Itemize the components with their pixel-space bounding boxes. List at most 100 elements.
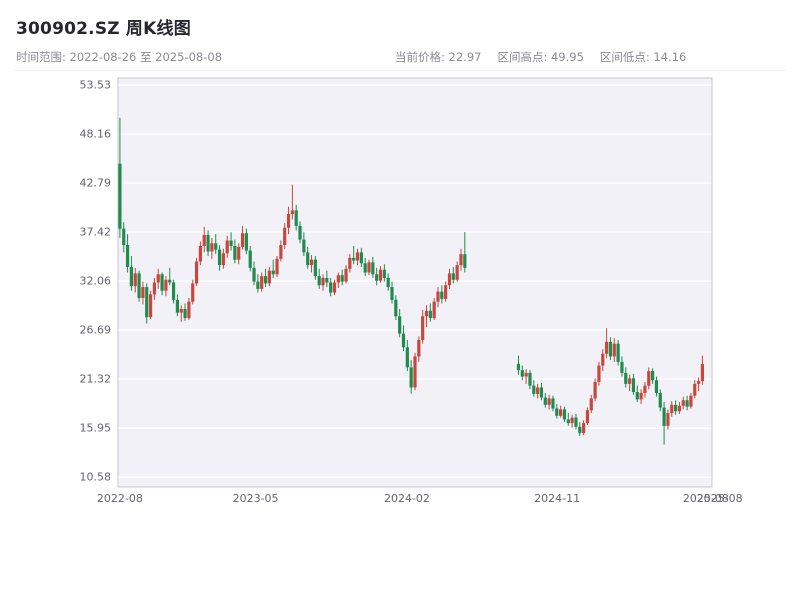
candle-body — [332, 282, 337, 293]
candle-body — [612, 343, 616, 357]
candle-body — [566, 419, 570, 424]
candle-body — [539, 387, 544, 398]
candle-body — [240, 233, 245, 247]
candle-body — [570, 417, 574, 424]
candle-body — [444, 285, 448, 299]
candle-body — [122, 228, 126, 246]
candle-body — [145, 287, 149, 318]
candle-body — [248, 250, 252, 268]
candle-body — [593, 382, 597, 399]
candle-body — [689, 395, 693, 407]
candle-body — [658, 392, 662, 408]
candle-body — [283, 227, 287, 246]
candle-body — [183, 308, 187, 319]
candle-body — [340, 275, 344, 282]
candle-body — [455, 265, 459, 280]
time-range-label: 时间范围: 2022-08-26 至 2025-08-08 — [16, 50, 223, 64]
candle-body — [194, 261, 199, 284]
plot-area — [118, 78, 712, 487]
candle-body — [290, 210, 294, 215]
candle-body — [681, 400, 685, 406]
candle-body — [148, 294, 153, 318]
candle-body — [152, 282, 157, 295]
candle-body — [432, 301, 436, 319]
candle-body — [693, 383, 697, 396]
candle-body — [589, 398, 593, 411]
candle-body — [294, 210, 298, 226]
candle-body — [179, 308, 183, 313]
candle-body — [628, 378, 632, 384]
candle-body — [616, 343, 620, 362]
candle-body — [555, 408, 559, 416]
candle-body — [191, 283, 195, 302]
candle-body — [348, 257, 352, 269]
candle-body — [371, 262, 375, 275]
candle-body — [313, 259, 317, 277]
x-tick-label: 2025-08 — [683, 492, 729, 505]
candle-body — [386, 277, 390, 288]
candle-body — [559, 409, 563, 416]
candle-body — [390, 287, 394, 300]
candle-body — [440, 291, 444, 299]
candle-body — [206, 235, 210, 252]
candle-body — [696, 381, 701, 384]
candle-body — [451, 273, 455, 280]
candle-body — [256, 281, 260, 289]
candle-body — [424, 310, 429, 317]
candle-body — [413, 356, 417, 388]
candle-body — [543, 397, 547, 405]
candle-body — [436, 291, 440, 302]
page-title: 300902.SZ 周K线图 — [16, 19, 191, 39]
candle-body — [666, 413, 670, 426]
candle-body — [624, 372, 628, 384]
candle-body — [574, 417, 578, 427]
candle-body — [309, 259, 314, 266]
candle-body — [662, 407, 666, 426]
candle-body — [605, 341, 609, 354]
candle-body — [221, 253, 225, 266]
candle-body — [168, 279, 172, 283]
candle-body — [214, 243, 218, 250]
candle-body — [164, 279, 168, 291]
candle-body — [321, 277, 325, 286]
candle-body — [302, 239, 306, 253]
candle-body — [463, 254, 467, 268]
header-divider — [14, 70, 786, 71]
y-tick-label: 15.95 — [80, 422, 112, 435]
candle-body — [394, 299, 398, 317]
candle-body — [137, 273, 141, 299]
candle-body — [516, 363, 521, 371]
candle-body — [352, 257, 356, 261]
candle-body — [298, 225, 302, 240]
candle-body — [582, 423, 586, 434]
candle-body — [263, 276, 268, 284]
candle-body — [532, 385, 536, 394]
candle-body — [578, 426, 582, 434]
candle-body — [421, 316, 425, 341]
candle-body — [670, 404, 674, 414]
y-tick-label: 53.53 — [80, 79, 112, 92]
y-tick-label: 37.42 — [80, 226, 112, 239]
candle-body — [620, 361, 624, 373]
candle-body — [306, 252, 310, 266]
y-tick-label: 32.06 — [80, 275, 112, 288]
candle-body — [286, 214, 291, 228]
candle-body — [608, 341, 613, 357]
candle-body — [409, 367, 413, 388]
candle-body — [382, 269, 386, 278]
candle-body — [141, 287, 145, 299]
candle-body — [363, 263, 367, 273]
candle-body — [528, 372, 532, 386]
candle-body — [562, 409, 567, 420]
meta-row: 时间范围: 2022-08-26 至 2025-08-08 当前价格: 22.9… — [0, 49, 800, 65]
x-tick-label: 2023-05 — [233, 492, 279, 505]
y-tick-label: 26.69 — [80, 324, 112, 337]
candle-body — [398, 316, 402, 334]
candle-body — [417, 340, 421, 357]
candle-body — [217, 249, 222, 266]
candle-body — [524, 372, 528, 377]
candle-body — [401, 333, 406, 348]
candle-body — [651, 371, 655, 381]
candle-body — [156, 274, 160, 283]
